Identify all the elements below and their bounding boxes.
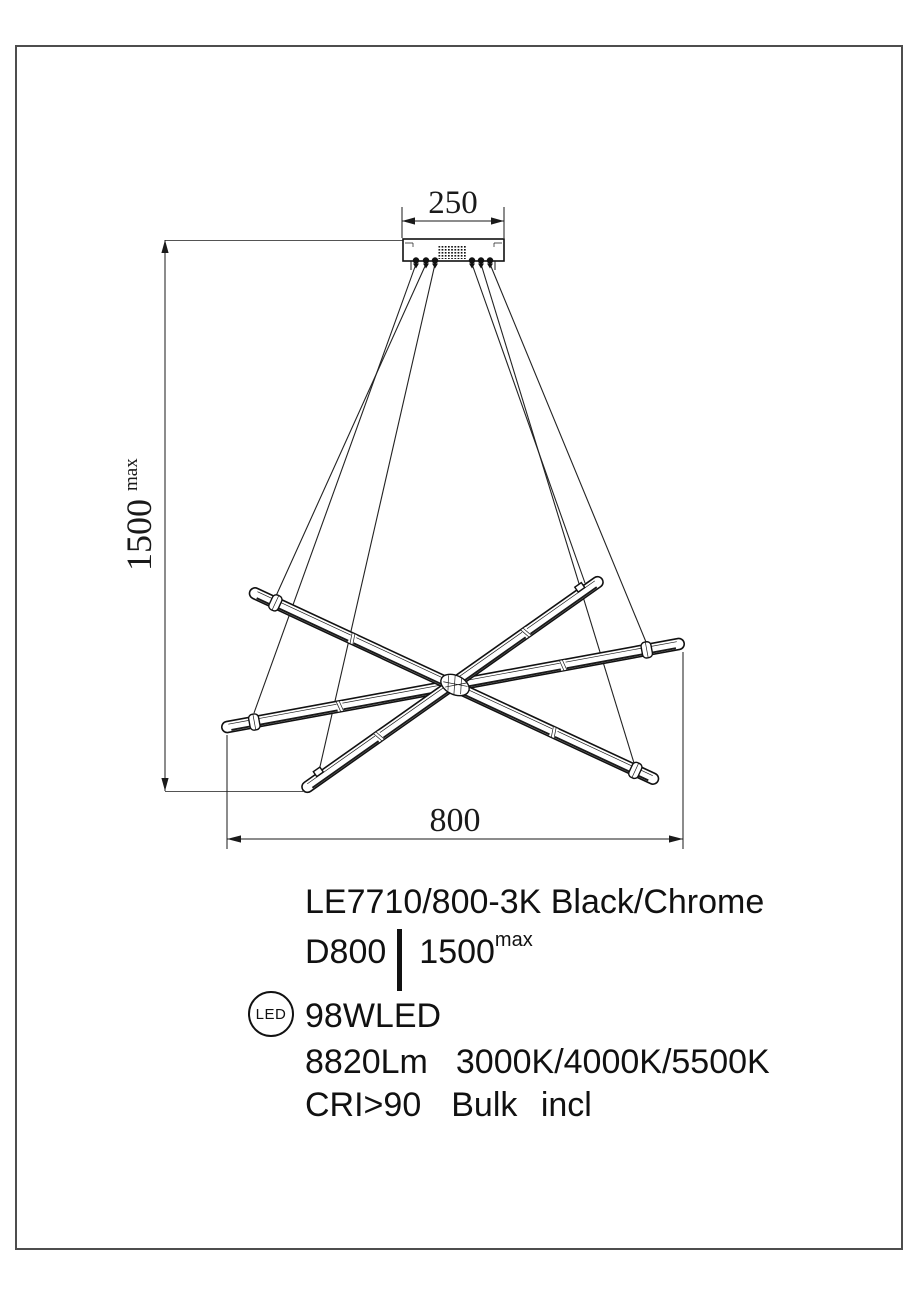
- tube-end-band: [268, 594, 283, 612]
- dimension-drop-height: 1500 max: [119, 240, 403, 792]
- cable-grippers: [412, 257, 494, 269]
- tube-end-band: [628, 761, 643, 780]
- dimension-canopy-width: 250: [401, 185, 505, 238]
- height-value: 1500: [419, 933, 495, 971]
- cable-right-middle: [480, 263, 635, 764]
- cable-left-outer: [253, 263, 417, 714]
- cri-line: CRI>90 Bulk incl: [305, 1086, 592, 1124]
- center-joint: [440, 673, 470, 697]
- bulb-note: Bulk incl: [451, 1086, 592, 1124]
- ceiling-canopy: [402, 238, 505, 270]
- height-suffix: max: [494, 929, 533, 951]
- cable-right-outer: [489, 263, 647, 643]
- cri-value: CRI>90: [305, 1086, 422, 1124]
- wattage-value: 98WLED: [305, 997, 442, 1035]
- drop-height-label: 1500: [119, 499, 159, 571]
- drop-height-suffix: max: [121, 458, 142, 491]
- suspension-cables: [253, 263, 647, 772]
- diameter-value: D800: [305, 933, 387, 971]
- led-badge: LED: [248, 991, 294, 1037]
- fixture-width-label: 800: [430, 802, 481, 839]
- canopy-corner-marks: [405, 242, 502, 247]
- tube-end-band: [640, 641, 654, 659]
- tube-end-band: [247, 713, 261, 731]
- size-line: D800 1500 max: [305, 929, 533, 991]
- led-badge-label: LED: [255, 1005, 287, 1023]
- canopy-vent-grid: [438, 245, 467, 259]
- canopy-end-ticks: [410, 261, 496, 270]
- model-line: LE7710/800-3K Black/Chrome: [305, 883, 764, 921]
- model-number: LE7710/800-3K Black/Chrome: [305, 883, 765, 921]
- page-border: [15, 45, 903, 1250]
- cable-right-inner: [471, 263, 586, 584]
- tube-end-clip: [573, 581, 586, 594]
- lumens-line: 8820Lm 3000K/4000K/5500K: [305, 1043, 770, 1081]
- color-temperature-value: 3000K/4000K/5500K: [455, 1043, 770, 1081]
- cable-left-middle: [275, 263, 427, 597]
- cable-left-inner: [318, 263, 436, 772]
- wattage-line: 98WLED: [305, 997, 441, 1035]
- tube-end-clip: [312, 766, 325, 778]
- dimension-fixture-width: 800: [226, 652, 684, 849]
- canopy-width-label: 250: [428, 185, 478, 221]
- divider-bar: [397, 929, 403, 991]
- lumens-value: 8820Lm: [305, 1043, 428, 1081]
